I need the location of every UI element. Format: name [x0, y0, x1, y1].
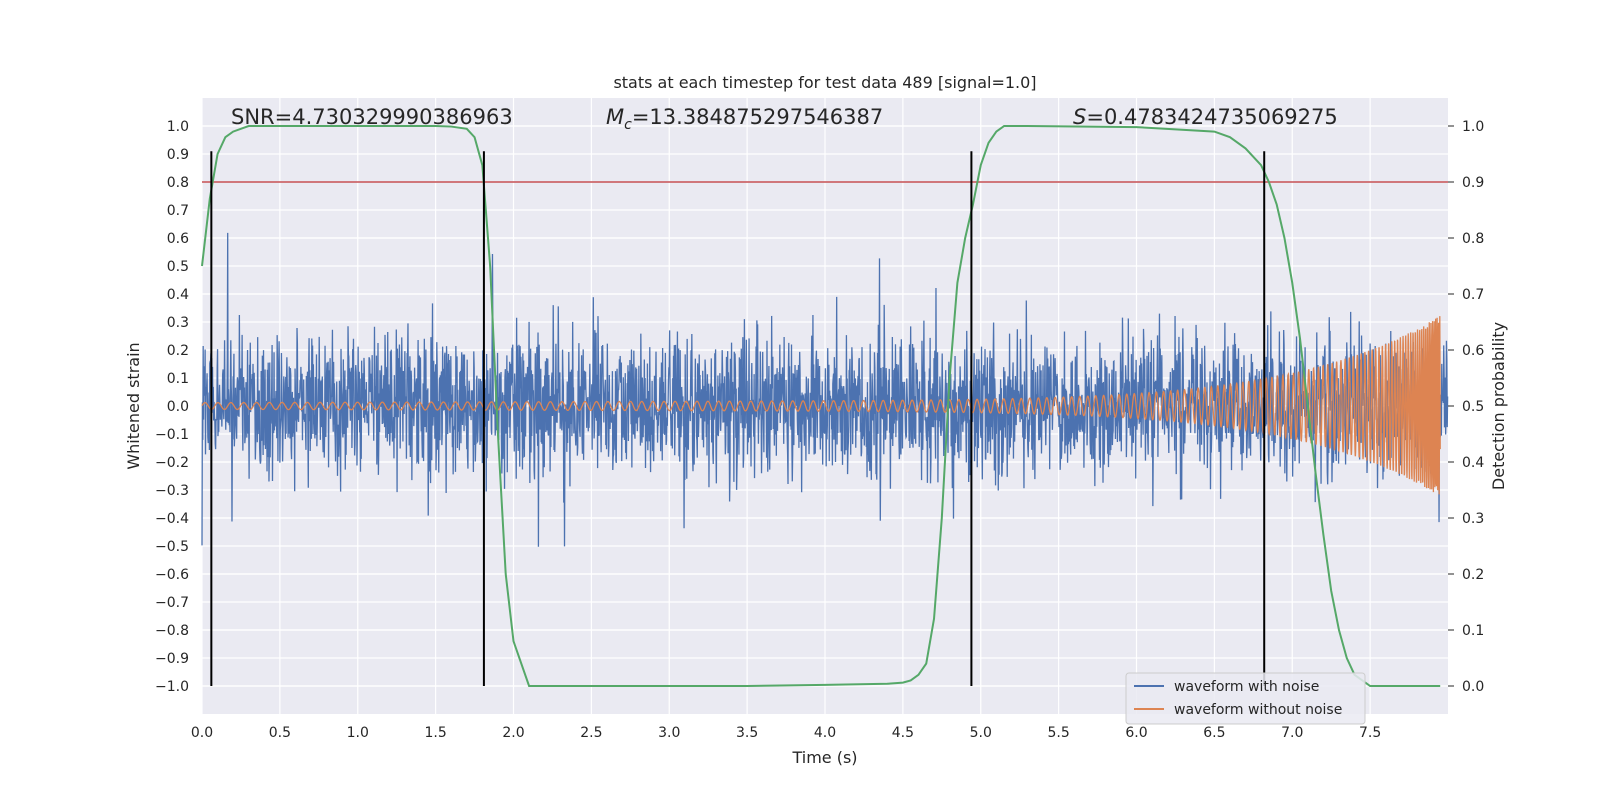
y-axis-label-left: Whitened strain	[124, 342, 143, 469]
x-tick-label: 7.5	[1359, 725, 1381, 741]
spin-symbol: S	[1073, 105, 1086, 129]
y-tick-label-right: 0.4	[1462, 455, 1484, 471]
chirp-mass-symbol: M	[606, 105, 624, 129]
y-tick-label-right: 0.1	[1462, 623, 1484, 639]
x-tick-label: 4.5	[892, 725, 914, 741]
y-tick-label-left: −0.6	[155, 567, 189, 583]
legend-box	[1125, 672, 1366, 725]
x-tick-label: 1.5	[424, 725, 446, 741]
x-tick-label: 5.0	[970, 725, 992, 741]
legend: waveform with noise waveform without noi…	[1125, 672, 1366, 725]
x-tick-label: 2.5	[580, 725, 602, 741]
y-tick-label-left: −0.8	[155, 623, 189, 639]
legend-label-clean: waveform without noise	[1174, 702, 1342, 718]
y-tick-label-right: 0.8	[1462, 231, 1484, 247]
y-tick-label-left: 0.2	[167, 343, 189, 359]
y-tick-label-right: 0.2	[1462, 567, 1484, 583]
chart-title: stats at each timestep for test data 489…	[613, 73, 1036, 92]
y-tick-label-left: −0.5	[155, 539, 189, 555]
marker-layer	[210, 151, 1266, 686]
legend-label-noise: waveform with noise	[1174, 679, 1319, 695]
y-tick-label-right: 0.3	[1462, 511, 1484, 527]
y-tick-label-left: −0.7	[155, 595, 189, 611]
y-tick-label-left: −0.2	[155, 455, 189, 471]
y-tick-label-right: 0.5	[1462, 399, 1484, 415]
tick-layer: 0.0 0.5 1.0 1.5 2.0 2.5 3.0 3.5 4.0 4.5 5.0 5.5 6.0 6…	[155, 119, 1484, 741]
y-tick-label-left: 0.0	[167, 399, 189, 415]
x-tick-label: 7.0	[1281, 725, 1303, 741]
y-tick-label-left: −0.9	[155, 651, 189, 667]
y-tick-label-left: 0.3	[167, 315, 189, 331]
y-tick-label-left: 1.0	[167, 119, 189, 135]
y-tick-label-left: 0.8	[167, 175, 189, 191]
series-detection-probability	[201, 125, 1441, 687]
y-tick-label-right: 0.7	[1462, 287, 1484, 303]
y-tick-label-left: 0.4	[167, 287, 189, 303]
y-axis-label-right: Detection probability	[1489, 322, 1508, 490]
y-tick-label-right: 0.6	[1462, 343, 1484, 359]
x-tick-label: 2.0	[502, 725, 524, 741]
x-tick-label: 6.0	[1125, 725, 1147, 741]
y-tick-label-left: −0.1	[155, 427, 189, 443]
spin-value: =0.4783424735069275	[1086, 105, 1337, 129]
y-tick-label-left: 0.5	[167, 259, 189, 275]
x-tick-label: 0.5	[269, 725, 291, 741]
chirp-mass-value: =13.384875297546387	[632, 105, 883, 129]
x-axis-label: Time (s)	[791, 748, 857, 767]
spin-annotation: S=0.4783424735069275	[1073, 105, 1338, 129]
y-tick-label-left: 0.9	[167, 147, 189, 163]
y-tick-label-left: −0.4	[155, 511, 189, 527]
x-tick-label: 6.5	[1203, 725, 1225, 741]
x-tick-label: 3.0	[658, 725, 680, 741]
snr-annotation: SNR=4.730329990386963	[231, 105, 513, 129]
x-tick-label: 0.0	[191, 725, 213, 741]
chirp-mass-subscript: c	[624, 117, 632, 133]
x-tick-label: 4.0	[814, 725, 836, 741]
y-tick-label-left: −0.3	[155, 483, 189, 499]
chirp-mass-annotation: Mc=13.384875297546387	[606, 105, 883, 133]
y-tick-label-left: 0.6	[167, 231, 189, 247]
y-tick-label-left: −1.0	[155, 679, 189, 695]
y-tick-label-right: 1.0	[1462, 119, 1484, 135]
series-layer	[201, 125, 1449, 687]
x-tick-label: 3.5	[736, 725, 758, 741]
x-tick-label: 1.0	[347, 725, 369, 741]
x-tick-label: 5.5	[1047, 725, 1069, 741]
series-waveform-without-noise	[201, 316, 1441, 495]
y-tick-label-left: 0.1	[167, 371, 189, 387]
y-tick-label-right: 0.0	[1462, 679, 1484, 695]
y-tick-label-right: 0.9	[1462, 175, 1484, 191]
y-tick-label-left: 0.7	[167, 203, 189, 219]
